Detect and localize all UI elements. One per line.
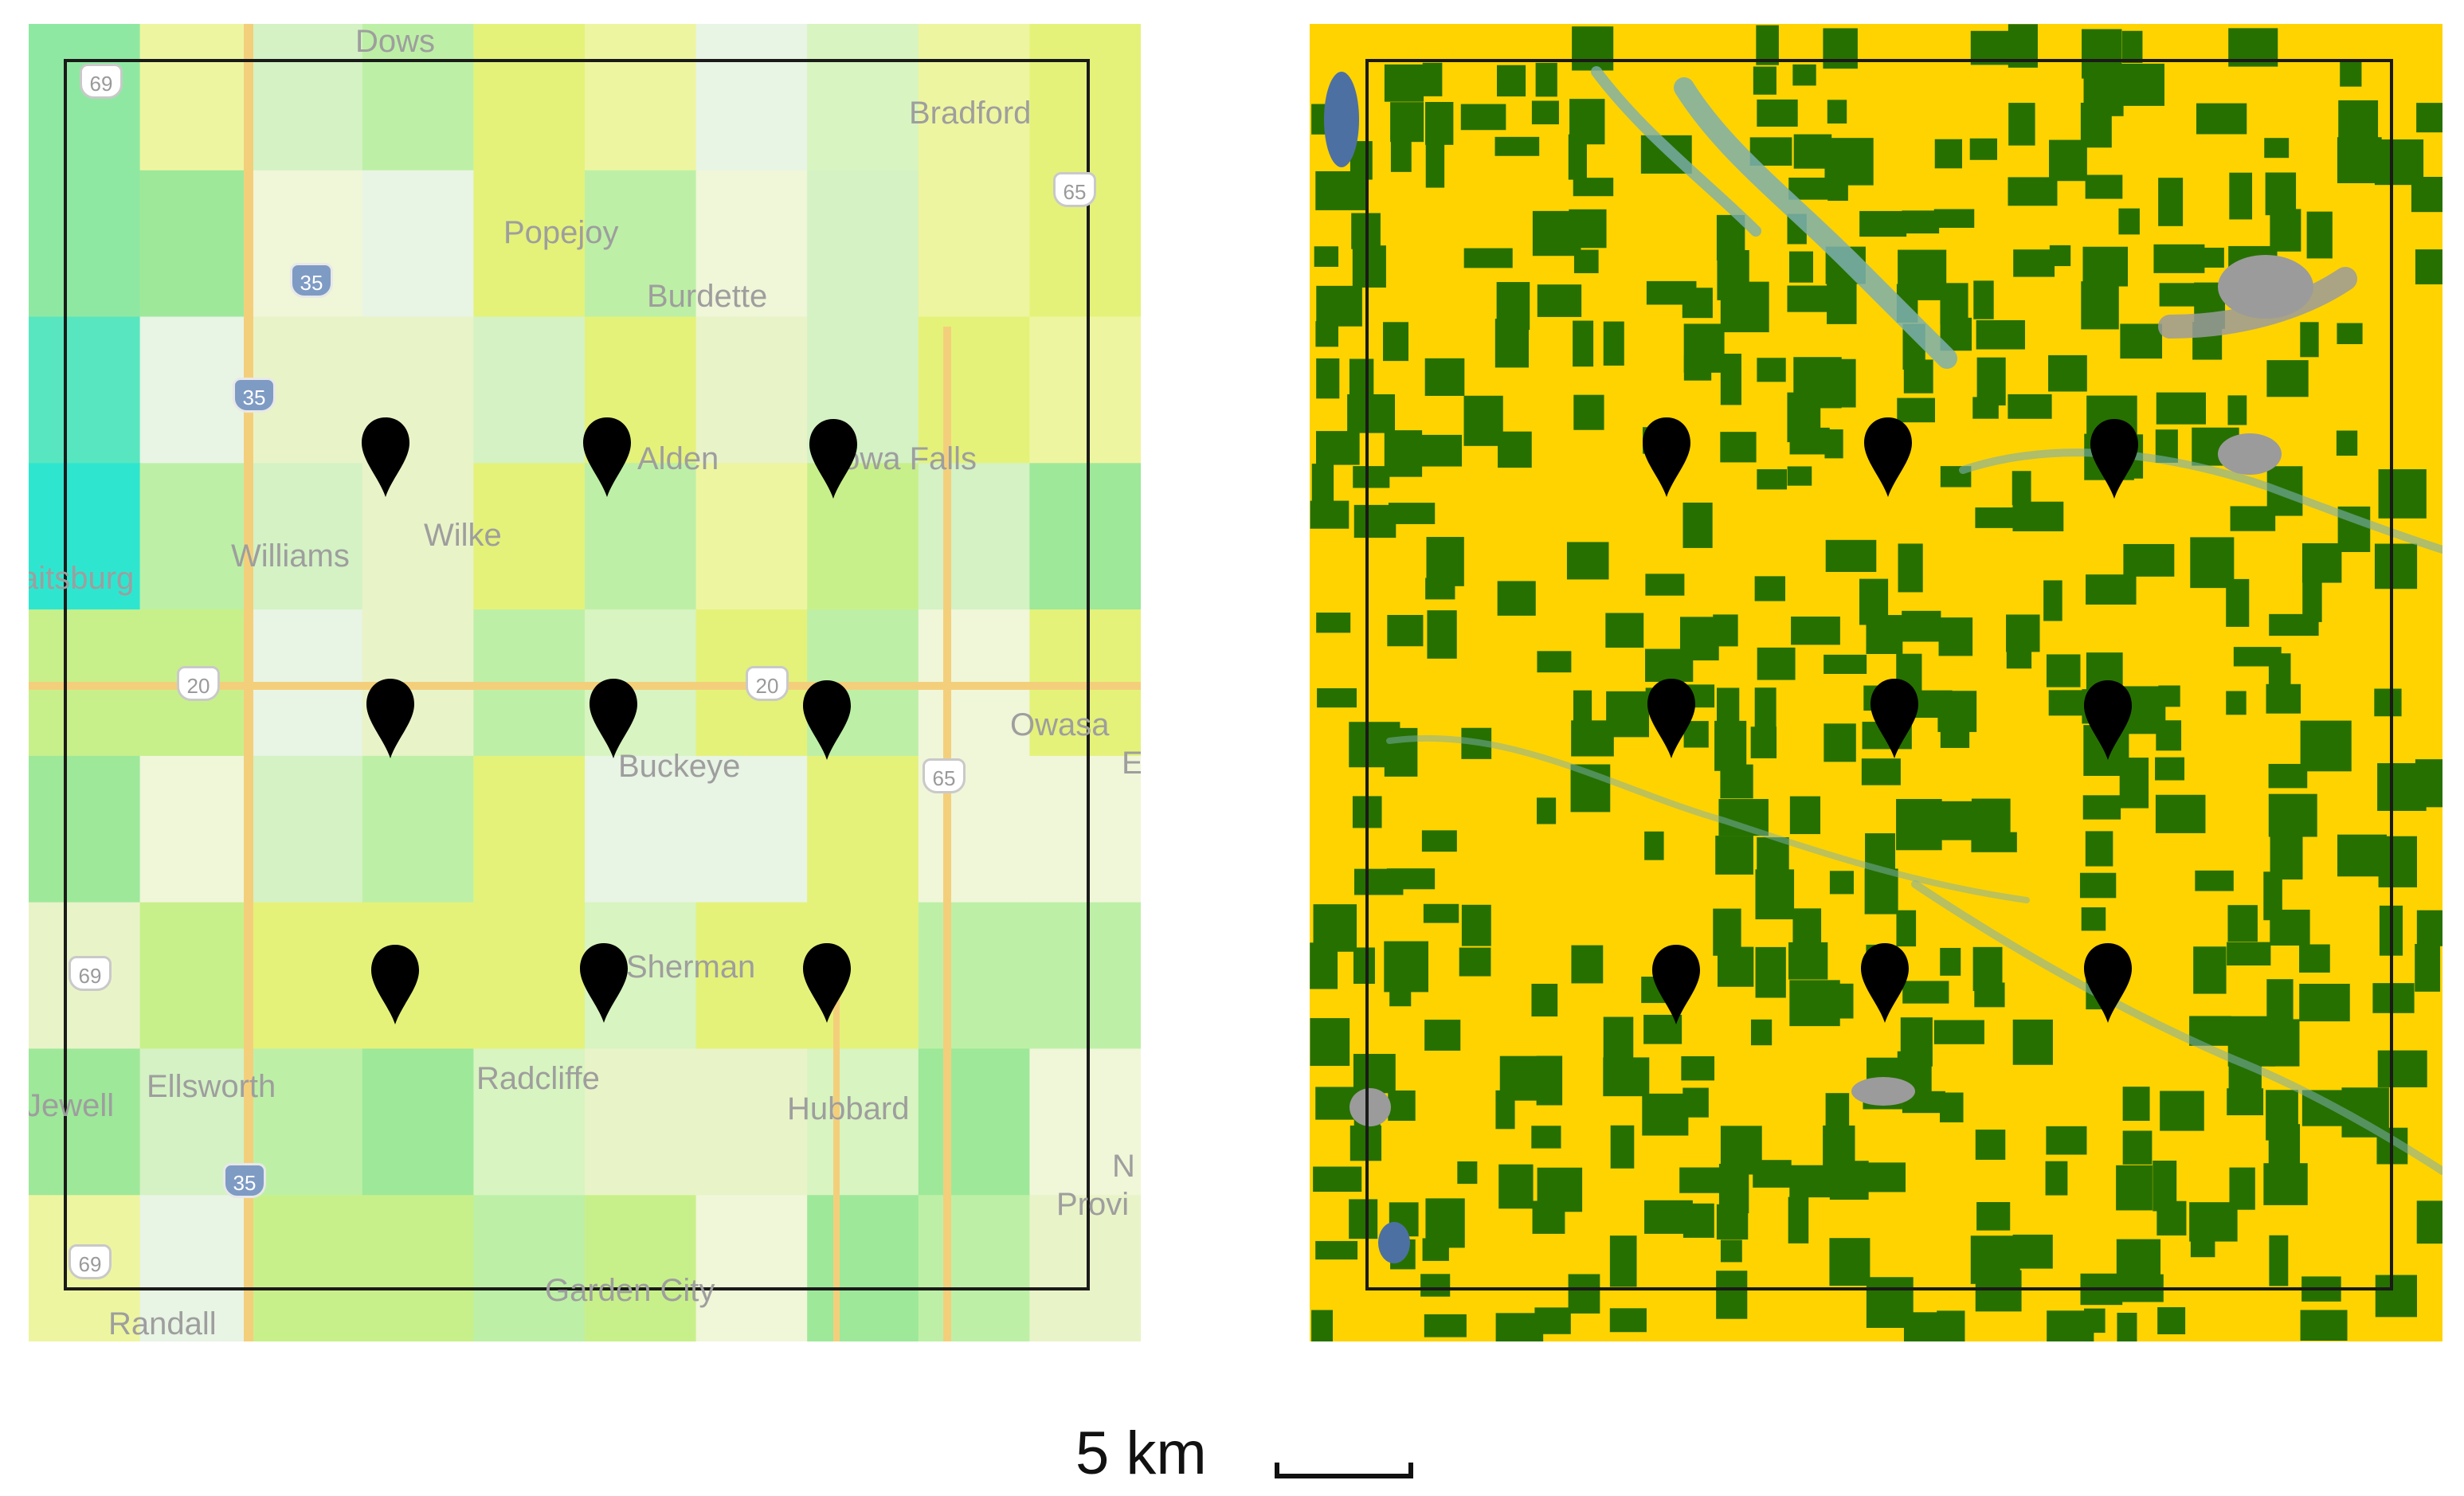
town-label: aitsburg (29, 561, 135, 596)
location-pin-icon[interactable] (1641, 414, 1692, 500)
road-hubbard (833, 948, 840, 1341)
town-label: Burdette (647, 279, 768, 314)
highway-shield: 65 (1053, 172, 1096, 207)
town-label: Sherman (626, 950, 756, 985)
town-label: Provi (1056, 1187, 1130, 1222)
scale-bar-line (1275, 1463, 1413, 1478)
road-us65 (943, 327, 951, 1341)
highway-shield: 69 (69, 956, 112, 991)
town-label: Jewell (29, 1088, 115, 1123)
left-map-panel[interactable]: Dows Bradford Popejoy Burdette Alden Iowa Fal… (29, 24, 1141, 1341)
highway-shield: 69 (80, 64, 123, 99)
left-map-frame (64, 59, 1090, 1290)
town-label: Wilke (424, 518, 502, 553)
location-pin-icon[interactable] (2089, 416, 2140, 502)
town-label: Buckeye (618, 749, 741, 784)
highway-shield: 20 (746, 666, 789, 701)
location-pin-icon[interactable] (365, 676, 416, 762)
town-label: Popejoy (503, 215, 619, 250)
location-pin-icon[interactable] (801, 940, 852, 1026)
location-pin-icon[interactable] (1859, 940, 1910, 1026)
scale-bar: 5 km (1075, 1418, 1442, 1490)
town-label: Iowa Falls (833, 441, 977, 476)
town-label: Ellsworth (147, 1069, 276, 1104)
location-pin-icon[interactable] (2082, 677, 2133, 763)
location-pin-icon[interactable] (578, 940, 629, 1026)
road-us20 (29, 682, 1141, 690)
location-pin-icon[interactable] (370, 942, 421, 1028)
location-pin-icon[interactable] (808, 416, 859, 502)
town-label: Bradford (909, 96, 1032, 131)
location-pin-icon[interactable] (1863, 414, 1914, 500)
scale-bar-label: 5 km (1075, 1420, 1207, 1487)
town-label: Garden City (545, 1273, 715, 1308)
location-pin-icon[interactable] (582, 414, 633, 500)
right-map-panel[interactable] (1310, 24, 2442, 1341)
town-label: Hubbard (787, 1091, 910, 1126)
town-label: Randall (108, 1306, 217, 1341)
location-pin-icon[interactable] (801, 677, 852, 763)
highway-shield: 35 (290, 263, 333, 298)
highway-shield: 69 (69, 1244, 112, 1279)
location-pin-icon[interactable] (360, 414, 411, 500)
town-label: Radcliffe (476, 1061, 600, 1096)
right-map-landcover (1310, 24, 2442, 1341)
highway-shield: 35 (223, 1163, 266, 1198)
location-pin-icon[interactable] (1869, 676, 1920, 762)
town-label: N (1112, 1149, 1135, 1184)
highway-shield: 35 (233, 378, 276, 413)
location-pin-icon[interactable] (2082, 940, 2133, 1026)
town-label: Owasa (1010, 707, 1110, 742)
town-label: Alden (637, 441, 719, 476)
right-map-frame (1365, 59, 2393, 1290)
location-pin-icon[interactable] (1646, 676, 1697, 762)
highway-shield: 65 (923, 758, 966, 793)
town-label: E (1122, 746, 1141, 781)
location-pin-icon[interactable] (588, 676, 639, 762)
town-label: Williams (231, 538, 350, 574)
town-label: Dows (355, 24, 436, 59)
highway-shield: 20 (177, 666, 220, 701)
location-pin-icon[interactable] (1651, 942, 1702, 1028)
